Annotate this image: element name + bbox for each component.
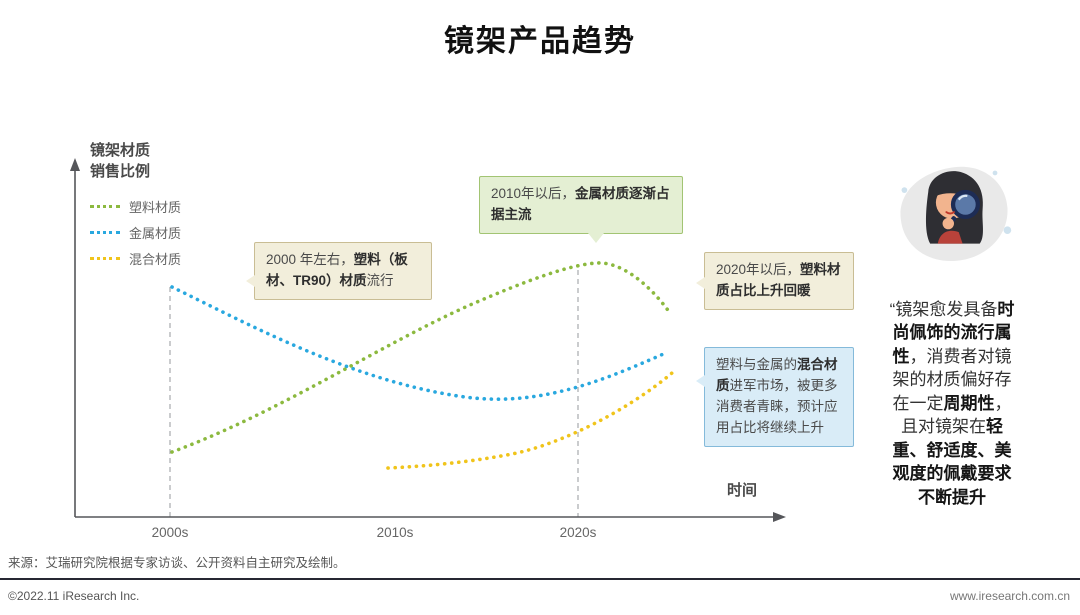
x-axis-arrow	[773, 512, 786, 522]
x-tick-2000s: 2000s	[151, 525, 189, 540]
expert-quote: “镜架愈发具备时尚佩饰的流行属性，消费者对镜架的材质偏好存在一定周期性，且对镜架…	[889, 300, 1015, 507]
callout-text: 2000 年左右，塑料（板材、TR90）材质流行	[266, 252, 408, 288]
lips	[945, 211, 955, 215]
footer-website: www.iresearch.com.cn	[949, 589, 1070, 603]
y-axis-title-line2: 销售比例	[90, 163, 151, 180]
legend-label: 金属材质	[129, 226, 182, 241]
chart-legend: 塑料材质 金属材质 混合材质	[90, 197, 181, 275]
hand	[942, 217, 954, 230]
legend-item-metal: 金属材质	[90, 223, 181, 242]
plastic-line-swatch-icon	[90, 205, 120, 208]
callout-mixed-material: 塑料与金属的混合材质进军市场，被更多消费者青睐，预计应用占比将继续上升	[696, 347, 854, 447]
y-axis-title: 镜架材质 销售比例	[90, 140, 150, 182]
x-axis-title: 时间	[727, 482, 758, 499]
callout-plastic-2020s: 2020年以后，塑料材质占比上升回暖	[696, 252, 854, 310]
decor-dot	[1003, 226, 1012, 235]
magnifier-highlight	[957, 194, 968, 201]
callout-pointer	[246, 274, 255, 287]
y-axis-title-line1: 镜架材质	[90, 142, 151, 159]
researcher-illustration	[900, 166, 1012, 262]
footer-divider	[0, 578, 1080, 580]
page-title: 镜架产品趋势	[444, 25, 636, 58]
source-note: 来源：艾瑞研究院根据专家访谈、公开资料自主研究及绘制。	[8, 556, 346, 570]
callout-text: 2010年以后，金属材质逐渐占据主流	[491, 186, 670, 222]
legend-item-mixed: 混合材质	[90, 249, 181, 268]
decor-dot	[901, 187, 908, 194]
series-mixed-line	[386, 371, 674, 470]
y-axis-arrow	[70, 158, 80, 171]
series-metal-line	[170, 285, 670, 401]
callout-pointer	[696, 375, 705, 387]
legend-label: 塑料材质	[129, 200, 182, 215]
x-tick-2010s: 2010s	[376, 525, 414, 540]
x-tick-2020s: 2020s	[559, 525, 597, 540]
callout-pointer	[588, 232, 604, 243]
callout-text: 塑料与金属的混合材质进军市场，被更多消费者青睐，预计应用占比将继续上升	[716, 357, 838, 435]
callout-pointer	[696, 277, 705, 289]
callout-plastic-2000s: 2000 年左右，塑料（板材、TR90）材质流行	[246, 242, 432, 300]
footer-copyright: ©2022.11 iResearch Inc.	[8, 589, 140, 603]
callout-metal-2010s: 2010年以后，金属材质逐渐占据主流	[479, 176, 683, 243]
series-plastic-line	[170, 261, 672, 454]
mixed-line-swatch-icon	[90, 257, 120, 260]
metal-line-swatch-icon	[90, 231, 120, 234]
callout-text: 2020年以后，塑料材质占比上升回暖	[716, 262, 841, 298]
legend-item-plastic: 塑料材质	[90, 197, 181, 216]
legend-label: 混合材质	[129, 252, 182, 267]
sleeve	[937, 230, 963, 244]
decor-dot	[992, 170, 998, 176]
